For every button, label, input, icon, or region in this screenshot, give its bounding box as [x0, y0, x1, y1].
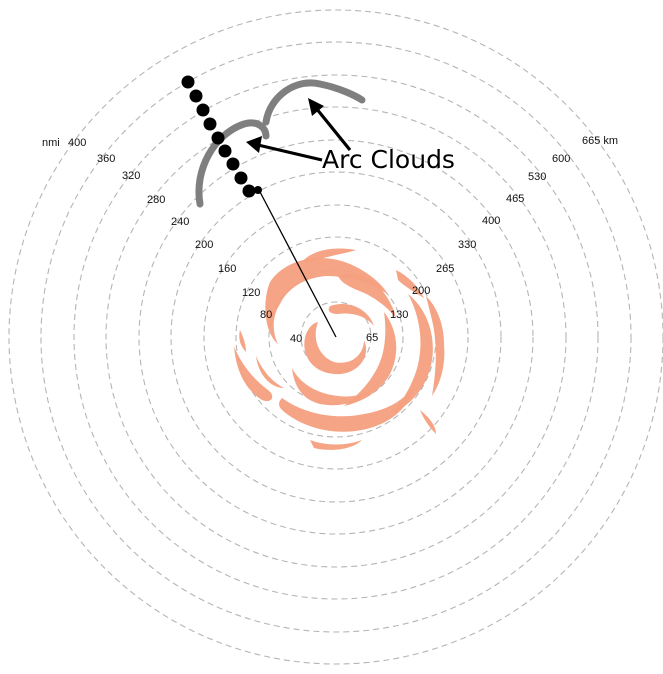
km-labels: 65 130 200 265 330 400 465 530 600 665 k…: [366, 135, 618, 344]
dot-marker: [196, 103, 210, 117]
dot-marker: [226, 157, 240, 171]
km-ring-label: 600: [552, 153, 570, 165]
nmi-ring-label: 280: [147, 194, 165, 206]
nmi-ring-label: 360: [97, 153, 115, 165]
spiral-band: [392, 294, 433, 414]
km-ring-label: 65: [366, 332, 378, 344]
km-ring-label: 130: [390, 309, 408, 321]
dot-marker: [242, 184, 256, 198]
km-outer-value: 665: [582, 135, 600, 147]
spiral-band: [239, 330, 246, 352]
spiral-band: [310, 440, 362, 450]
km-ring-label: 200: [412, 285, 430, 297]
km-ring-label: 665 km: [582, 135, 618, 147]
range-ring: [203, 204, 469, 470]
arrow-to-right-arc: [314, 106, 352, 152]
dot-marker: [203, 117, 217, 131]
dot-marker: [218, 144, 232, 158]
dot-marker: [234, 171, 248, 185]
range-ring: [40, 41, 632, 633]
spiral-band: [234, 346, 273, 402]
km-ring-label: 400: [482, 215, 500, 227]
km-ring-label: 465: [506, 193, 524, 205]
spiral-band: [420, 410, 436, 434]
range-ring: [73, 74, 599, 600]
spiral-band: [396, 270, 424, 298]
nmi-unit-label: nmi: [42, 137, 60, 149]
spiral-band: [292, 368, 372, 406]
callout-arrows: [246, 98, 352, 162]
nmi-ring-label: 80: [260, 309, 272, 321]
arrowhead: [308, 98, 324, 116]
arc-clouds-label: Arc Clouds: [322, 145, 455, 174]
eyewall-band: [304, 322, 367, 375]
dot-marker: [189, 89, 203, 103]
arc-cloud-right: [262, 79, 366, 126]
range-ring: [8, 9, 663, 665]
arrowhead: [246, 136, 262, 153]
arc-cloud-left: [195, 119, 270, 208]
range-rings: [8, 9, 663, 665]
nmi-ring-label: 200: [195, 239, 213, 251]
nmi-ring-label: 160: [218, 263, 236, 275]
km-ring-label: 530: [528, 171, 546, 183]
hurricane-rainbands: [234, 248, 445, 450]
spiral-band: [344, 312, 397, 406]
nmi-ring-label: 240: [171, 216, 189, 228]
km-ring-label: 330: [458, 239, 476, 251]
spiral-band: [338, 273, 396, 318]
spiral-band: [302, 248, 356, 262]
spiral-band: [279, 386, 414, 432]
nmi-ring-label: 120: [242, 287, 260, 299]
spiral-band: [256, 356, 284, 388]
range-ring: [105, 106, 567, 568]
dot-line: [181, 75, 262, 198]
nmi-ring-label: 320: [122, 170, 140, 182]
nmi-ring-label: 400: [68, 137, 86, 149]
range-ring: [138, 139, 534, 535]
range-ring: [170, 171, 502, 503]
nmi-ring-label: 40: [290, 333, 302, 345]
spiral-band: [426, 296, 445, 396]
arc-clouds: [195, 79, 366, 208]
dot-marker: [254, 186, 262, 194]
km-unit-label: km: [603, 135, 618, 147]
nmi-labels: nmi 40 80 120 160 200 240 280 320 360 40…: [42, 137, 302, 345]
dot-marker: [181, 75, 195, 89]
eyewall-band: [328, 304, 374, 326]
arrow-to-left-arc: [257, 143, 323, 162]
dot-marker: [211, 131, 225, 145]
km-ring-label: 265: [436, 263, 454, 275]
radial-line: [258, 189, 337, 338]
